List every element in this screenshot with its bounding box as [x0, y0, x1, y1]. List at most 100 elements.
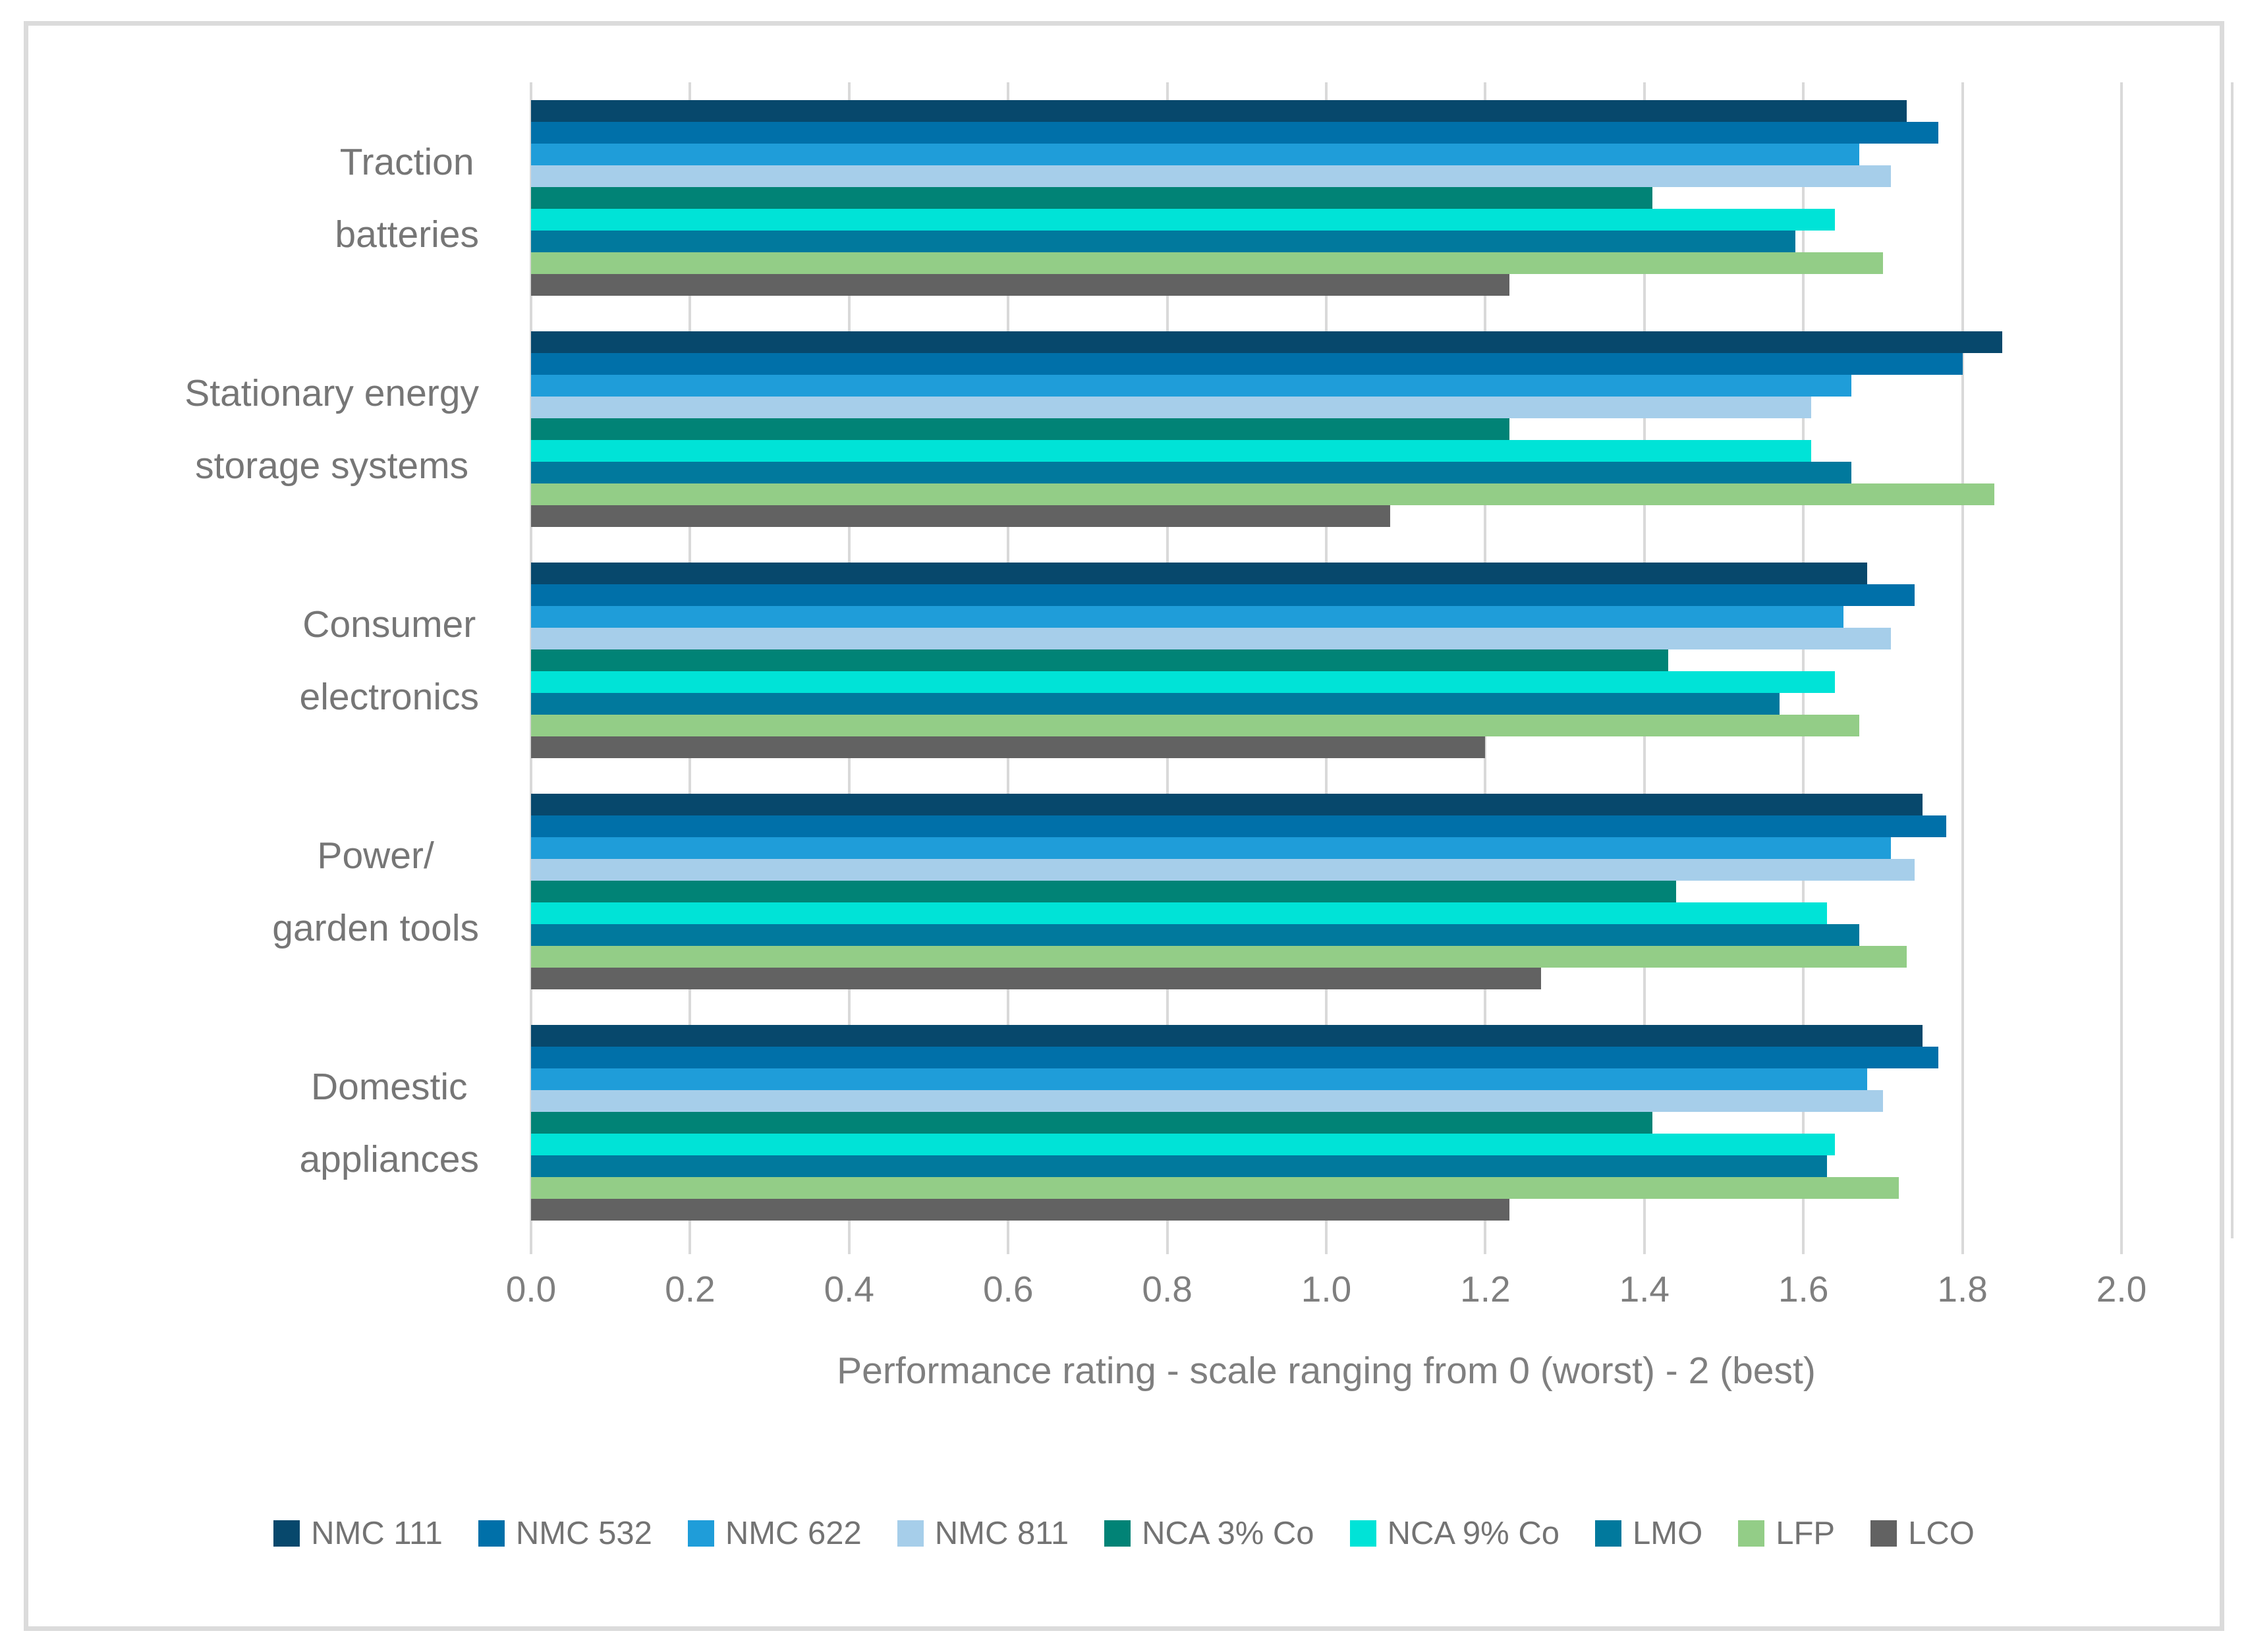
category-label-text: Domestic appliances: [299, 1065, 479, 1180]
x-tick-label-1.0: 1.0: [1301, 1269, 1352, 1309]
category-label-text: Power/garden tools: [272, 834, 479, 949]
legend-swatch-lmo: [1595, 1520, 1621, 1547]
legend-item-lco: LCO: [1870, 1515, 1975, 1552]
legend-item-nmc-532: NMC 532: [478, 1515, 652, 1552]
x-tick-mark-1.4: [1643, 1238, 1646, 1254]
bar-lco-domestic-appliances: [531, 1199, 1509, 1221]
legend-swatch-nca-3-co: [1104, 1520, 1131, 1547]
bar-nmc-111-traction-batteries: [531, 100, 1907, 122]
bar-nmc-622-traction-batteries: [531, 144, 1859, 165]
legend-label-lco: LCO: [1908, 1516, 1975, 1551]
bar-nca-9-co-consumer-electronics: [531, 671, 1836, 693]
bar-nca-3-co-consumer-electronics: [531, 649, 1668, 671]
legend-label-nmc-532: NMC 532: [515, 1516, 652, 1551]
bar-nmc-532-power-garden-tools: [531, 815, 1947, 837]
bar-nca-9-co-domestic-appliances: [531, 1134, 1836, 1155]
bar-nmc-811-consumer-electronics: [531, 628, 1891, 649]
bar-lmo-domestic-appliances: [531, 1155, 1828, 1177]
category-label-text: Consumer electronics: [299, 603, 479, 718]
bar-lco-power-garden-tools: [531, 968, 1541, 989]
x-tick-label-1.8: 1.8: [1937, 1269, 1988, 1309]
legend-swatch-lco: [1870, 1520, 1897, 1547]
legend-swatch-nmc-811: [897, 1520, 924, 1547]
legend-swatch-lfp: [1738, 1520, 1765, 1547]
x-tick-label-0.0: 0.0: [505, 1269, 557, 1309]
legend-item-nmc-811: NMC 811: [897, 1515, 1069, 1552]
legend-item-lmo: LMO: [1595, 1515, 1702, 1552]
x-tick-mark-0.6: [1007, 1238, 1010, 1254]
bar-nmc-532-traction-batteries: [531, 122, 1939, 144]
x-tick-label-1.4: 1.4: [1619, 1269, 1670, 1309]
bar-nmc-622-consumer-electronics: [531, 606, 1843, 628]
x-tick-mark-1.2: [1484, 1238, 1487, 1254]
bar-group-stationary-energy-storage-systems: [531, 314, 2234, 545]
bar-lco-consumer-electronics: [531, 736, 1486, 758]
bar-nmc-622-stationary-energy-storage-systems: [531, 375, 1851, 397]
bar-lco-stationary-energy-storage-systems: [531, 505, 1390, 527]
x-tick-mark-1.6: [1802, 1238, 1805, 1254]
category-label-traction-batteries: Traction batteries: [0, 126, 479, 271]
bar-nca-3-co-power-garden-tools: [531, 881, 1677, 902]
bar-lfp-power-garden-tools: [531, 946, 1907, 968]
x-tick-label-2.0: 2.0: [2096, 1269, 2147, 1309]
legend-item-lfp: LFP: [1738, 1515, 1835, 1552]
gridline-1.8: [1961, 82, 1964, 1238]
legend-label-nmc-111: NMC 111: [311, 1516, 443, 1551]
bar-nca-3-co-stationary-energy-storage-systems: [531, 418, 1509, 440]
bar-group-domestic-appliances: [531, 1007, 2234, 1238]
bar-lmo-consumer-electronics: [531, 693, 1780, 715]
gridline-1.6: [1802, 82, 1805, 1238]
bar-lfp-consumer-electronics: [531, 715, 1859, 736]
legend-swatch-nmc-532: [478, 1520, 505, 1547]
bar-nmc-811-power-garden-tools: [531, 859, 1915, 881]
category-label-power-garden-tools: Power/garden tools: [0, 819, 479, 964]
x-tick-label-0.8: 0.8: [1142, 1269, 1193, 1309]
x-tick-label-0.6: 0.6: [982, 1269, 1034, 1309]
x-tick-label-1.2: 1.2: [1460, 1269, 1511, 1309]
x-tick-label-0.2: 0.2: [665, 1269, 716, 1309]
bar-nmc-811-traction-batteries: [531, 165, 1891, 187]
bar-nmc-811-domestic-appliances: [531, 1090, 1883, 1112]
legend-label-nca-3-co: NCA 3% Co: [1142, 1516, 1314, 1551]
legend-item-nca-3-co: NCA 3% Co: [1104, 1515, 1314, 1552]
bar-nmc-622-domestic-appliances: [531, 1068, 1867, 1090]
bar-nmc-532-consumer-electronics: [531, 584, 1915, 606]
bar-group-power-garden-tools: [531, 776, 2234, 1007]
x-tick-mark-2.0: [2120, 1238, 2123, 1254]
bar-lco-traction-batteries: [531, 274, 1509, 296]
x-tick-mark-0.0: [530, 1238, 532, 1254]
bar-lfp-domestic-appliances: [531, 1177, 1899, 1199]
bar-nca-9-co-power-garden-tools: [531, 902, 1828, 924]
category-label-stationary-energy-storage-systems: Stationary energy storage systems: [0, 357, 479, 502]
plot-area: [530, 82, 2234, 1238]
category-label-text: Stationary energy storage systems: [184, 372, 479, 487]
bar-nmc-532-domestic-appliances: [531, 1047, 1939, 1068]
bar-nca-3-co-traction-batteries: [531, 187, 1652, 209]
legend-label-nca-9-co: NCA 9% Co: [1387, 1516, 1560, 1551]
x-tick-label-0.4: 0.4: [824, 1269, 875, 1309]
x-axis-title: Performance rating - scale ranging from …: [837, 1350, 1816, 1392]
legend-swatch-nmc-622: [687, 1520, 714, 1547]
legend-label-nmc-622: NMC 622: [725, 1516, 862, 1551]
bar-nmc-111-power-garden-tools: [531, 794, 1923, 815]
bar-group-traction-batteries: [531, 82, 2234, 314]
legend-swatch-nca-9-co: [1349, 1520, 1376, 1547]
bar-nmc-111-consumer-electronics: [531, 563, 1867, 584]
gridline-2.0: [2120, 82, 2123, 1238]
bar-lmo-stationary-energy-storage-systems: [531, 462, 1851, 483]
bar-group-consumer-electronics: [531, 545, 2234, 776]
category-label-consumer-electronics: Consumer electronics: [0, 588, 479, 733]
bar-nca-3-co-domestic-appliances: [531, 1112, 1652, 1134]
x-tick-mark-0.2: [688, 1238, 692, 1254]
legend-label-lmo: LMO: [1633, 1516, 1703, 1551]
x-tick-mark-1.0: [1325, 1238, 1328, 1254]
x-tick-mark-1.8: [1961, 1238, 1964, 1254]
bar-nca-9-co-stationary-energy-storage-systems: [531, 440, 1812, 462]
bar-lmo-power-garden-tools: [531, 924, 1859, 946]
bar-nmc-622-power-garden-tools: [531, 837, 1891, 859]
x-tick-label-1.6: 1.6: [1778, 1269, 1829, 1309]
legend-item-nca-9-co: NCA 9% Co: [1349, 1515, 1560, 1552]
bar-nmc-111-stationary-energy-storage-systems: [531, 331, 2002, 353]
bar-nmc-111-domestic-appliances: [531, 1025, 1923, 1047]
legend-label-lfp: LFP: [1776, 1516, 1836, 1551]
